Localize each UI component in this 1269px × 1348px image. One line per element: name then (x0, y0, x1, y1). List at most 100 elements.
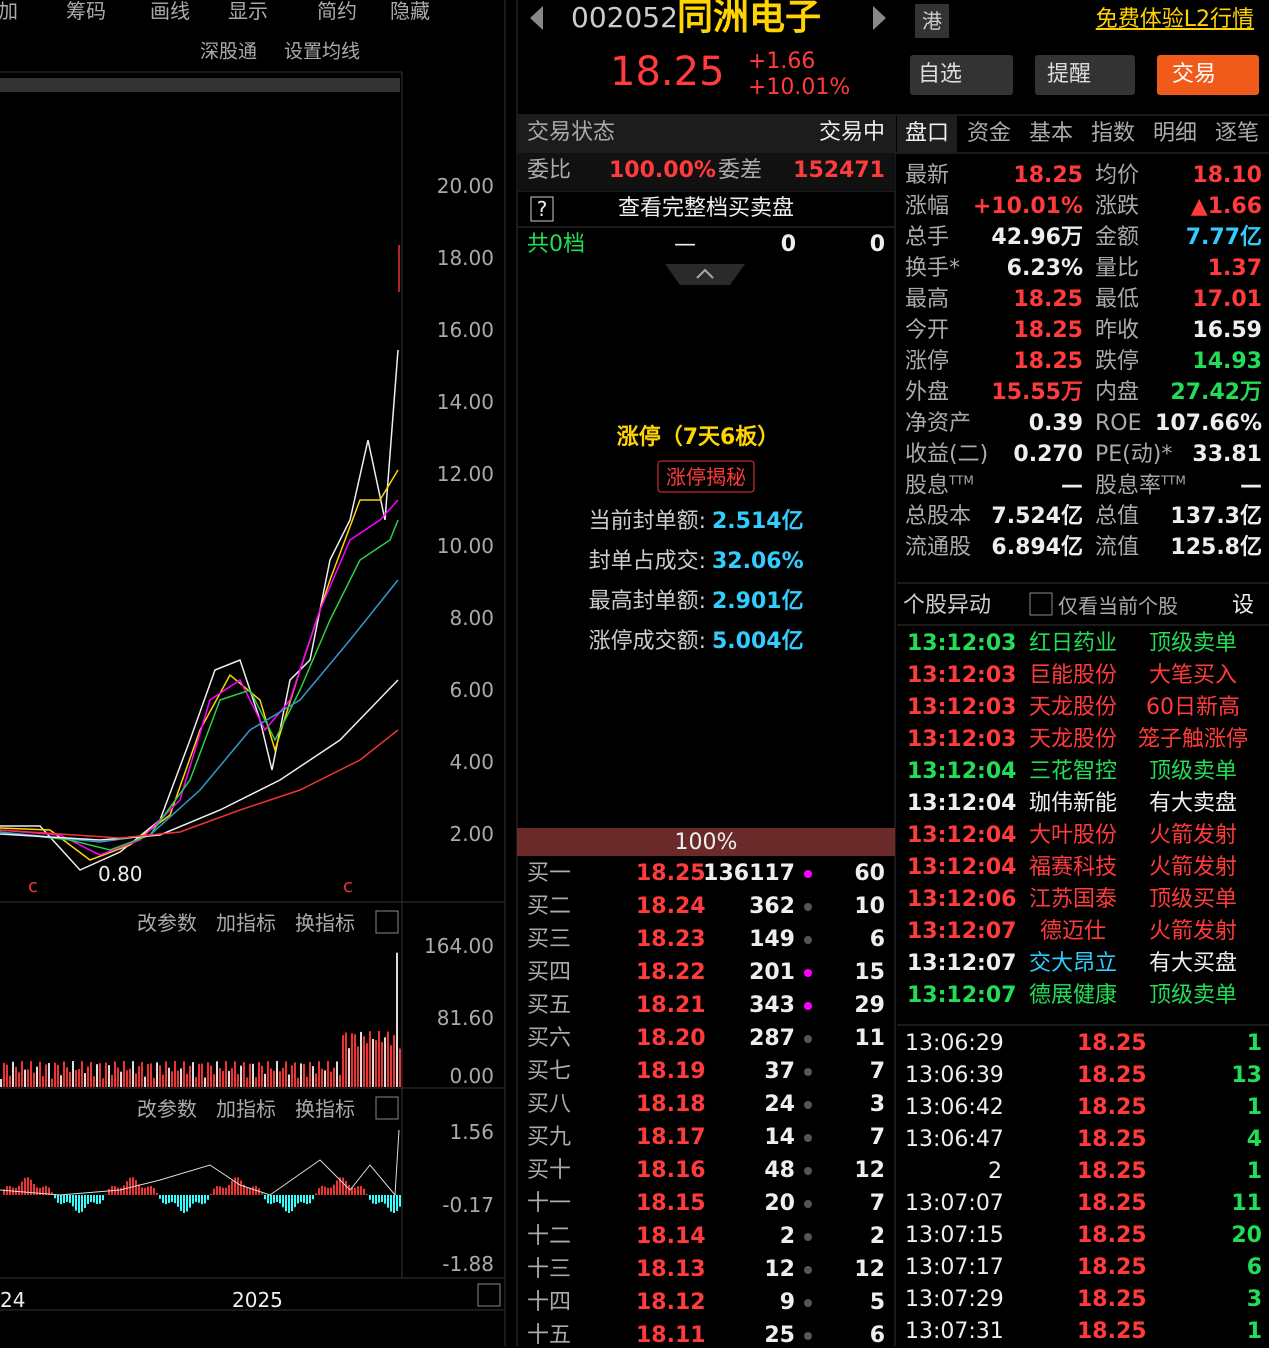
alert-stock[interactable]: 交大昂立 (1028, 951, 1118, 976)
trade-button[interactable]: 交易 (1172, 62, 1217, 87)
tab[interactable]: 资金 (966, 121, 1012, 146)
close-box[interactable] (375, 1096, 399, 1120)
quote-value: 18.25 (1013, 349, 1083, 374)
macd-bar (144, 1187, 146, 1195)
bid-volume: 9 (779, 1290, 795, 1315)
alert-stock[interactable]: 巨能股份 (1028, 663, 1118, 688)
macd-bar (399, 1195, 401, 1207)
tick-time: 13:06:29 (905, 1031, 1004, 1056)
alert-stock[interactable]: 德展健康 (1028, 983, 1118, 1008)
view-full[interactable]: 查看完整档买卖盘 (617, 196, 795, 221)
volume-bar (186, 1073, 188, 1087)
tab[interactable]: 盘口 (904, 121, 950, 146)
expand-box[interactable] (477, 1283, 501, 1307)
quote-value: 15.55万 (991, 380, 1083, 405)
bid-volume: 136117 (703, 861, 795, 886)
panel-link[interactable]: 改参数 (137, 911, 197, 935)
settings[interactable]: 设 (1232, 593, 1255, 618)
tab[interactable]: 逐笔 (1214, 121, 1260, 146)
help-box (530, 196, 554, 222)
macd-bar (291, 1195, 293, 1212)
panel-link[interactable]: 加指标 (216, 1097, 276, 1121)
quote-label: 跌停 (1095, 349, 1140, 374)
status-bg (517, 115, 895, 153)
link[interactable]: 深股通 (200, 40, 258, 63)
quote-label: 股息率TTM (1095, 474, 1186, 497)
volume-bar (129, 1068, 131, 1087)
tick-price: 18.25 (1077, 1255, 1147, 1280)
volume-bar (366, 1043, 368, 1087)
volume-bar (309, 1062, 311, 1087)
help[interactable]: ? (536, 197, 548, 221)
quote-label: 换手* (905, 256, 961, 281)
limit-button[interactable]: 涨停揭秘 (666, 465, 746, 489)
macd-bar (321, 1185, 323, 1195)
bid-count: 60 (854, 861, 885, 886)
dot (804, 1035, 812, 1043)
prev-arrow[interactable] (530, 6, 543, 30)
tab[interactable]: 指数 (1090, 121, 1136, 146)
close-box[interactable] (375, 910, 399, 934)
bid-count: 7 (869, 1191, 885, 1216)
panel-link[interactable]: 换指标 (295, 1097, 355, 1121)
bid-price: 18.21 (636, 993, 706, 1018)
alert-button[interactable]: 提醒 (1047, 62, 1092, 87)
alert-stock[interactable]: 天龙股份 (1028, 727, 1118, 752)
volume-bar (123, 1061, 125, 1087)
volume-bar (291, 1065, 293, 1087)
alert-stock[interactable]: 珈伟新能 (1028, 791, 1118, 816)
tick-time: 13:06:39 (905, 1063, 1004, 1088)
tab[interactable]: 基本 (1028, 121, 1074, 146)
bid-volume: 48 (764, 1158, 795, 1183)
macd-bar (279, 1195, 281, 1204)
quote-label: PE(动)* (1095, 442, 1173, 467)
toolbar-button[interactable]: 显示 (228, 0, 268, 23)
panel-link[interactable]: 改参数 (137, 1097, 197, 1121)
bid-level: 买八 (527, 1092, 572, 1117)
bid-volume: 362 (749, 894, 795, 919)
alert-btn-bg[interactable] (1035, 55, 1135, 95)
alert-stock[interactable]: 江苏国泰 (1028, 887, 1118, 912)
volume-bar (336, 1061, 338, 1087)
trade-btn-bg[interactable] (1157, 55, 1259, 95)
alert-stock[interactable]: 红日药业 (1028, 631, 1118, 656)
macd-bar (69, 1195, 71, 1203)
tab[interactable]: 明细 (1152, 121, 1198, 146)
filter-label[interactable]: 仅看当前个股 (1058, 594, 1178, 618)
bid-count: 15 (854, 960, 885, 985)
toolbar-button[interactable]: 筹码 (66, 0, 106, 23)
toolbar-button[interactable]: 加 (0, 0, 18, 23)
watch-button[interactable]: 自选 (918, 62, 963, 87)
macd-bar (57, 1195, 59, 1203)
limit-button-border[interactable] (657, 460, 755, 493)
volume-bar (249, 1063, 251, 1087)
panel-link[interactable]: 换指标 (295, 911, 355, 935)
macd-bar (315, 1193, 317, 1195)
checkbox[interactable] (1029, 592, 1053, 616)
alert-stock[interactable]: 德迈仕 (1039, 919, 1107, 944)
tick-price: 18.25 (1077, 1223, 1147, 1248)
link[interactable]: 设置均线 (284, 40, 361, 63)
toolbar-button[interactable]: 画线 (150, 0, 190, 23)
bid-price: 18.18 (636, 1092, 706, 1117)
alert-stock[interactable]: 大叶股份 (1028, 823, 1118, 848)
quote-value: 7.524亿 (991, 504, 1083, 529)
alert-stock[interactable]: 福赛科技 (1028, 855, 1118, 880)
macd-bar (129, 1177, 131, 1195)
macd-bar (282, 1195, 284, 1208)
dot (804, 1101, 812, 1109)
collapse-tab[interactable] (665, 264, 745, 285)
toolbar-button[interactable]: 隐藏 (390, 0, 430, 23)
watch-btn-bg[interactable] (910, 55, 1013, 95)
alert-stock[interactable]: 天龙股份 (1028, 695, 1118, 720)
promo-link[interactable]: 免费体验L2行情 (1095, 7, 1254, 32)
dot (804, 1332, 812, 1340)
volume-bar (369, 1031, 371, 1087)
bid-level: 十五 (527, 1323, 572, 1348)
alert-stock[interactable]: 三花智控 (1028, 759, 1118, 784)
panel-link[interactable]: 加指标 (216, 911, 276, 935)
next-arrow[interactable] (873, 6, 886, 30)
bid-volume: 287 (749, 1026, 795, 1051)
toolbar-button[interactable]: 简约 (317, 0, 357, 23)
